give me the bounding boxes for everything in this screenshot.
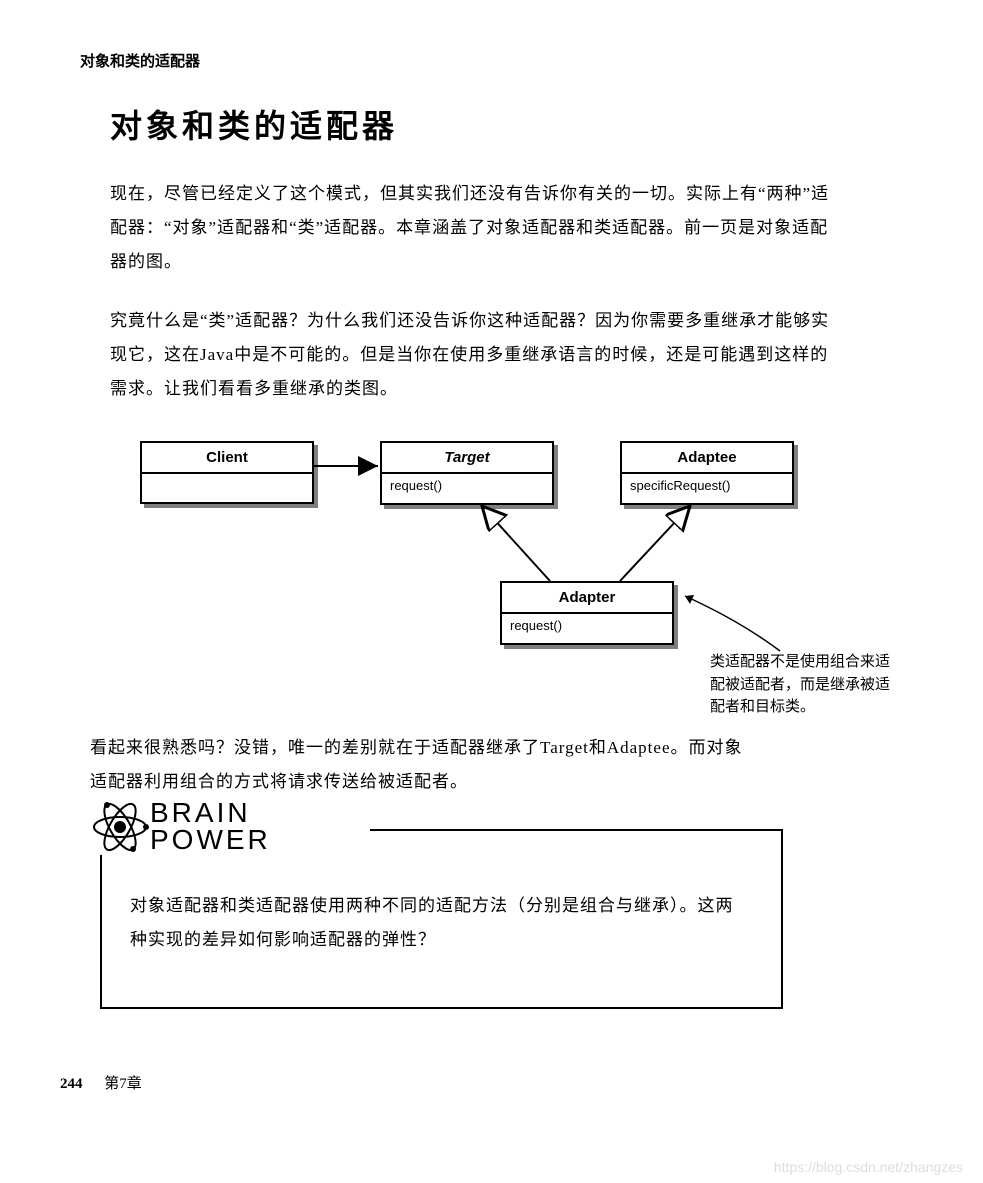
uml-target: Target request() [380, 441, 554, 505]
brain-power-box: BRAIN POWER 对象适配器和类适配器使用两种不同的适配方法（分别是组合与… [100, 829, 783, 1009]
paragraph-3: 看起来很熟悉吗？没错，唯一的差别就在于适配器继承了Target和Adaptee。… [90, 731, 743, 799]
uml-adaptee: Adaptee specificRequest() [620, 441, 794, 505]
uml-diagram: Client Target request() Adaptee specific… [80, 431, 903, 711]
uml-adaptee-title: Adaptee [622, 443, 792, 474]
brain-power-content: 对象适配器和类适配器使用两种不同的适配方法（分别是组合与继承）。这两种实现的差异… [130, 889, 751, 957]
atom-icon [90, 799, 150, 855]
brain-power-header: BRAIN POWER [90, 799, 281, 855]
uml-adapter-title: Adapter [502, 583, 672, 614]
paragraph-2: 究竟什么是“类”适配器？为什么我们还没告诉你这种适配器？因为你需要多重继承才能够… [110, 304, 843, 406]
page-number: 244 [60, 1076, 83, 1092]
uml-client-body [142, 474, 312, 502]
brain-line2: POWER [150, 827, 271, 854]
diagram-annotation: 类适配器不是使用组合来适配被适配者，而是继承被适配者和目标类。 [710, 651, 890, 719]
brain-line1: BRAIN [150, 800, 271, 827]
uml-adapter-method: request() [502, 614, 672, 643]
page-footer: 244 第7章 [60, 1072, 142, 1093]
watermark: https://blog.csdn.net/zhangzes [774, 1159, 963, 1175]
running-header: 对象和类的适配器 [80, 50, 903, 71]
page: 对象和类的适配器 对象和类的适配器 现在，尽管已经定义了这个模式，但其实我们还没… [0, 0, 983, 1183]
uml-target-method: request() [382, 474, 552, 503]
uml-adaptee-method: specificRequest() [622, 474, 792, 503]
uml-target-title: Target [382, 443, 552, 474]
chapter-label: 第7章 [104, 1076, 142, 1092]
uml-client: Client [140, 441, 314, 504]
brain-power-title: BRAIN POWER [150, 800, 271, 853]
paragraph-1: 现在，尽管已经定义了这个模式，但其实我们还没有告诉你有关的一切。实际上有“两种”… [110, 177, 843, 279]
uml-adapter: Adapter request() [500, 581, 674, 645]
section-title: 对象和类的适配器 [110, 101, 903, 147]
brain-box-rule [370, 829, 781, 831]
uml-client-title: Client [142, 443, 312, 474]
